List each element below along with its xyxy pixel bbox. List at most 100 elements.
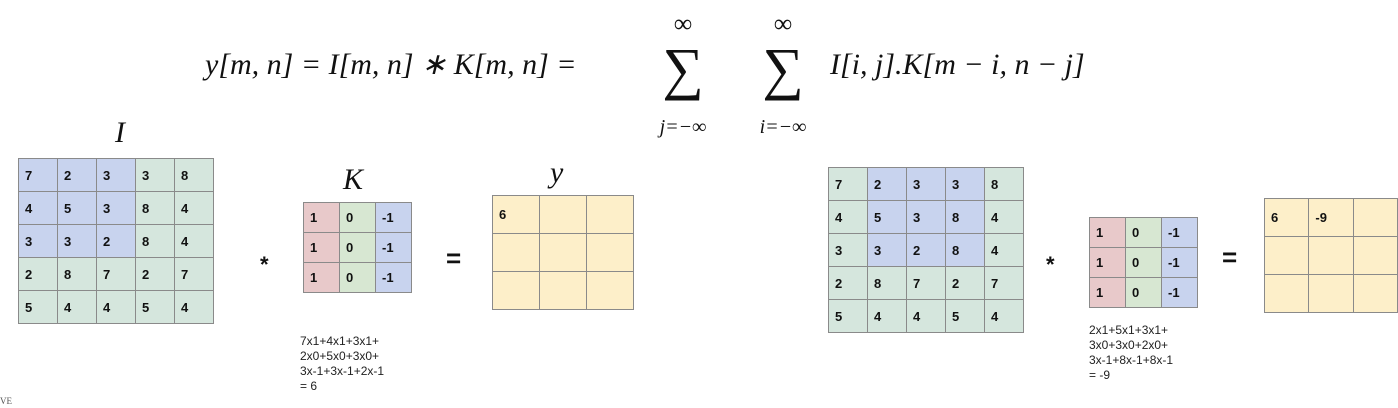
matrix-cell [1263,274,1310,313]
matrix-cell: 7 [96,257,136,291]
matrix-row: 1 0 -1 [1089,217,1198,248]
matrix-cell: 1 [303,202,340,233]
convolve-operator-step2: * [1046,252,1055,277]
matrix-cell: 7 [18,158,58,192]
equals-operator-step2: = [1222,242,1238,272]
matrix-cell: -1 [375,202,412,233]
calculation-line: 3x-1+8x-1+8x-1 [1089,353,1174,367]
matrix-cell: 8 [984,167,1024,201]
matrix-cell: 4 [174,290,214,324]
matrix-cell: 4 [984,200,1024,234]
matrix-cell [1353,236,1398,275]
matrix-row [1263,236,1398,275]
sum-i-lower: i=−∞ [760,116,807,138]
matrix-cell [1308,236,1355,275]
matrix-cell: 6 [1263,198,1310,237]
matrix-cell: 0 [1125,247,1162,278]
matrix-cell: 2 [945,266,985,300]
matrix-cell: 3 [18,224,58,258]
matrix-cell [1308,274,1355,313]
input-label: I [115,116,125,149]
matrix-cell: -1 [1161,217,1198,248]
calculation-line: = -9 [1089,368,1111,382]
calculation-line: 7x1+4x1+3x1+ [300,334,380,348]
sum-i-sign: ∑ [762,36,803,101]
matrix-cell [492,271,540,310]
matrix-cell: 1 [1089,247,1126,278]
matrix-cell: -1 [1161,277,1198,308]
matrix-cell: 8 [945,233,985,267]
matrix-cell: 2 [18,257,58,291]
calculation-line: = 6 [300,379,318,393]
matrix-cell [586,271,634,310]
matrix-cell: 1 [1089,217,1126,248]
matrix-cell [1353,274,1398,313]
sum-i-upper: ∞ [774,9,793,38]
matrix-cell: 1 [303,232,340,263]
matrix-cell: 8 [135,224,175,258]
matrix-cell: 4 [18,191,58,225]
matrix-cell: 3 [906,200,946,234]
matrix-row: 1 0 -1 [1089,247,1198,278]
matrix-row: 6 -9 [1263,198,1398,237]
matrix-cell [539,233,587,272]
matrix-cell: 8 [135,191,175,225]
matrix-cell: 6 [492,195,540,234]
matrix-cell: 5 [57,191,97,225]
sum-j-lower: j=−∞ [657,116,707,138]
matrix-cell: 3 [135,158,175,192]
matrix-cell: 1 [1089,277,1126,308]
sum-j-sign: ∑ [662,36,703,101]
kernel-label: K [343,163,364,196]
calculation-line: 3x0+3x0+2x0+ [1089,338,1169,352]
matrix-cell: 8 [867,266,907,300]
matrix-row: 1 0 -1 [1089,277,1198,308]
matrix-cell: 5 [945,299,985,333]
matrix-cell: -1 [375,262,412,293]
matrix-cell: 2 [135,257,175,291]
matrix-cell: 4 [174,224,214,258]
matrix-cell: 5 [135,290,175,324]
matrix-cell: 2 [867,167,907,201]
matrix-cell: 2 [57,158,97,192]
matrix-cell [539,195,587,234]
matrix-cell: 4 [984,233,1024,267]
matrix-cell: 5 [867,200,907,234]
matrix-cell: 0 [339,262,376,293]
matrix-cell: 3 [57,224,97,258]
matrix-cell: 0 [1125,217,1162,248]
matrix-cell: 2 [828,266,868,300]
output-label: y [550,156,564,189]
calculation-line: 2x1+5x1+3x1+ [1089,323,1169,337]
matrix-row: 1 0 -1 [303,232,412,263]
matrix-cell: 1 [303,262,340,293]
kernel-matrix-step2: 1 0 -1 1 0 -1 1 0 -1 [1089,217,1198,308]
matrix-cell: 3 [945,167,985,201]
matrix-cell [1353,198,1398,237]
formula-lhs: y[m, n] = I[m, n] ∗ K[m, n] = [202,48,576,81]
matrix-cell: 2 [906,233,946,267]
matrix-cell: -1 [375,232,412,263]
matrix-cell: -1 [1161,247,1198,278]
matrix-cell: 3 [906,167,946,201]
matrix-row: 1 0 -1 [303,262,412,293]
matrix-cell: 3 [96,158,136,192]
matrix-cell: 3 [867,233,907,267]
kernel-matrix: 1 0 -1 1 0 -1 1 0 -1 [303,202,412,293]
matrix-row [492,271,634,310]
matrix-cell: 7 [984,266,1024,300]
matrix-cell: 8 [174,158,214,192]
sum-j-upper: ∞ [674,9,693,38]
matrix-cell: 4 [174,191,214,225]
matrix-cell: 5 [828,299,868,333]
matrix-cell: 0 [1125,277,1162,308]
